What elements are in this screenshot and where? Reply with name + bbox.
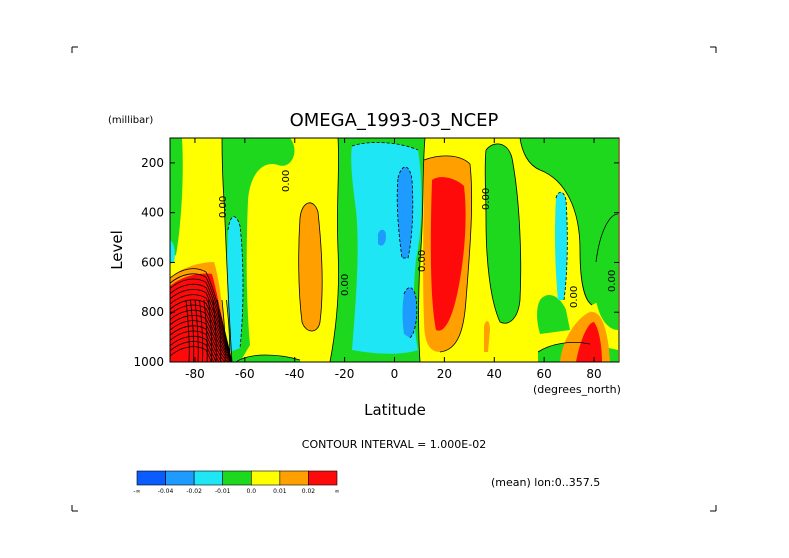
y-tick-label: 200 [141, 156, 164, 170]
x-tick-label: 60 [537, 367, 552, 381]
colorbar-label: 0.01 [273, 488, 287, 495]
orange-region-north-38 [484, 321, 490, 352]
x-axis-label: Latitude [364, 401, 426, 419]
dense-contour-line [212, 299, 217, 362]
dense-contour-line [170, 309, 233, 362]
colorbar-swatch [250, 470, 281, 486]
red-region-north-20 [430, 177, 466, 331]
blue-region-equator-mid [378, 229, 386, 246]
orange-region-south-40 [298, 202, 323, 331]
green-region-north-60 [520, 138, 618, 305]
colorbar-label: -∞ [133, 488, 140, 495]
colorbar-swatch [308, 470, 338, 486]
contour-outlines [221, 138, 619, 362]
contour-label: 0.00 [481, 188, 492, 210]
contour-label: 0.00 [218, 196, 229, 218]
x-units-label: (degrees_north) [533, 383, 621, 396]
colorbar-label: -0.01 [215, 488, 231, 495]
cyan-region-south [227, 216, 243, 352]
colorbar-label: 0.02 [302, 488, 316, 495]
dense-contour-line [221, 299, 226, 362]
blue-region-equator-lower [402, 287, 417, 338]
cyan-region-north-70 [554, 192, 568, 300]
colorbar-label: 0.0 [247, 488, 257, 495]
dense-contour-line [170, 304, 233, 362]
colorbar-swatch [279, 470, 309, 486]
x-tick-label: 80 [586, 367, 601, 381]
y-tick-label: 1000 [133, 355, 164, 369]
contour-label: 0.00 [607, 270, 618, 292]
dense-contour-line [170, 294, 233, 362]
colorbar-swatch [222, 470, 252, 486]
colorbar-label: -0.02 [186, 488, 202, 495]
green-region-north-70 [537, 295, 570, 334]
colorbar-swatch [136, 470, 166, 486]
dense-contour-line [170, 335, 232, 362]
dense-contour-line [217, 299, 222, 362]
longitude-mean-text: (mean) lon:0..357.5 [491, 476, 600, 489]
green-region-north-85 [596, 214, 618, 330]
colorbar-label: -0.04 [158, 488, 174, 495]
colorbar-swatch [165, 470, 195, 486]
chart-title: OMEGA_1993-03_NCEP [290, 110, 499, 131]
green-region-south-left [170, 138, 183, 258]
colorbar-legend: -∞ -0.04 -0.02 -0.01 0.0 0.01 0.02 ∞ [133, 470, 340, 495]
negative-contour-outlines [227, 142, 568, 349]
y-axis-label: Level [108, 230, 126, 270]
plot-area [170, 138, 619, 362]
x-tick-label: 40 [487, 367, 502, 381]
dense-contour-lines [170, 268, 233, 362]
contour-label: 0.00 [417, 250, 428, 272]
dense-contour-line [170, 289, 233, 362]
blue-region-equator-upper [397, 166, 413, 258]
contour-interval-text: CONTOUR INTERVAL = 1.000E-02 [302, 438, 486, 451]
dense-contour-line [208, 299, 213, 362]
dense-contour-line [185, 299, 190, 362]
y-units-label: (millibar) [108, 115, 153, 126]
y-tick-label: 600 [141, 255, 164, 269]
cyan-region-south-edge [170, 240, 175, 264]
x-tick-label: 20 [437, 367, 452, 381]
page-corner-marks [71, 46, 717, 512]
x-axis-ticks: -80 -60 -40 -20 0 20 40 60 80 [185, 138, 602, 381]
contour-label: 0.00 [340, 274, 351, 296]
x-tick-label: -20 [335, 367, 355, 381]
dense-contour-line [194, 299, 199, 362]
y-tick-label: 800 [141, 305, 164, 319]
dense-contour-line [170, 341, 232, 362]
dense-contour-line [170, 299, 233, 362]
colorbar-swatch [193, 470, 224, 486]
contour-labels: 0.00 0.00 0.00 0.00 0.00 0.00 0.00 [218, 170, 618, 308]
x-tick-label: -60 [235, 367, 255, 381]
dense-contour-line [170, 283, 233, 362]
y-axis-ticks: 200 400 600 800 1000 [133, 156, 619, 369]
x-tick-label: -40 [285, 367, 305, 381]
x-tick-label: 0 [391, 367, 399, 381]
dense-contour-line [190, 299, 195, 362]
red-region-north-80 [576, 322, 602, 362]
y-tick-label: 400 [141, 206, 164, 220]
dense-contour-line [203, 299, 208, 362]
dense-contour-line [199, 299, 204, 362]
dense-contour-line [226, 299, 231, 362]
dense-contour-line [170, 346, 232, 362]
contour-label: 0.00 [281, 170, 292, 192]
dense-contour-line [170, 330, 232, 362]
green-region-north-40 [485, 143, 521, 324]
x-tick-label: -80 [185, 367, 205, 381]
colorbar-label: ∞ [335, 488, 340, 495]
contour-label: 0.00 [569, 286, 580, 308]
